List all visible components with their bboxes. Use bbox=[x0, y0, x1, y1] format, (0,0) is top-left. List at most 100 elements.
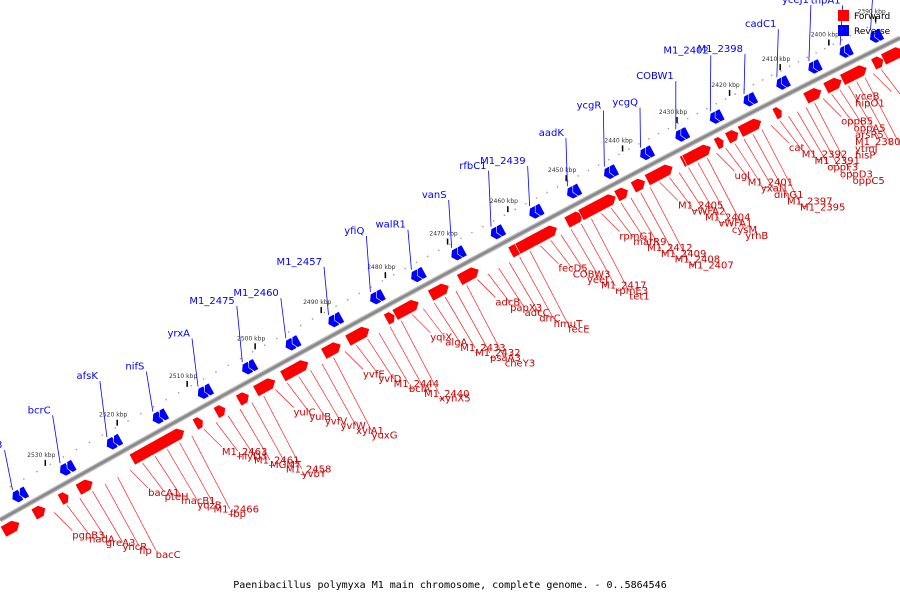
forward-gene-label: fecE bbox=[568, 324, 590, 335]
reverse-gene-arrow bbox=[66, 459, 78, 473]
gene-leader-lines bbox=[4, 0, 900, 551]
reverse-leader-line bbox=[323, 266, 329, 315]
forward-gene-label: yulC bbox=[294, 407, 316, 418]
track-dot bbox=[49, 463, 52, 466]
forward-leader-line bbox=[191, 435, 231, 509]
forward-gene-label: oppA5 bbox=[854, 123, 886, 134]
forward-gene-arrow bbox=[613, 186, 629, 203]
forward-gene-label: hlyD3 bbox=[238, 451, 267, 462]
forward-gene-label: M1_2404 bbox=[705, 213, 750, 224]
forward-leader-line bbox=[92, 490, 123, 543]
track-dot bbox=[239, 357, 242, 360]
track-dot bbox=[824, 47, 826, 50]
reverse-gene-arrow bbox=[204, 382, 215, 397]
reverse-gene-arrow bbox=[812, 58, 824, 73]
forward-gene-label: M1_2407 bbox=[688, 261, 733, 272]
track-dot bbox=[335, 305, 337, 307]
track-dot bbox=[165, 398, 167, 401]
tick-label: 2520 kbp bbox=[99, 412, 127, 419]
reverse-gene-arrow bbox=[19, 485, 30, 500]
legend-reverse-swatch bbox=[838, 25, 849, 36]
forward-leader-line bbox=[251, 402, 287, 465]
track-dot bbox=[546, 191, 548, 194]
reverse-gene-arrow bbox=[248, 358, 260, 372]
forward-leader-line bbox=[570, 229, 602, 281]
forward-gene-label: yxaI1 bbox=[761, 184, 788, 195]
track-dot bbox=[346, 298, 349, 301]
track-dot bbox=[535, 197, 538, 199]
forward-leader-line bbox=[752, 134, 788, 197]
reverse-leader-line bbox=[743, 53, 746, 95]
forward-leader-line bbox=[66, 505, 90, 535]
backbone-line bbox=[0, 36, 900, 522]
forward-gene-label: M1_2444 bbox=[394, 379, 439, 390]
forward-gene-label: fbp bbox=[230, 509, 246, 520]
forward-gene-arrow bbox=[712, 136, 725, 151]
forward-leader-line bbox=[669, 177, 692, 207]
reverse-gene-label: spr3 bbox=[0, 440, 3, 451]
track-dot bbox=[482, 225, 484, 228]
forward-leader-line bbox=[529, 251, 569, 325]
forward-gene-label: arsR5 bbox=[855, 130, 884, 141]
track-dot bbox=[227, 364, 230, 367]
track-dot bbox=[638, 143, 640, 145]
forward-leader-line bbox=[263, 395, 302, 470]
forward-gene-arrow bbox=[56, 491, 70, 506]
forward-gene-label: COBW3 bbox=[573, 269, 611, 280]
reverse-gene-arrow bbox=[534, 202, 546, 217]
reverse-gene-label: yceJ1 bbox=[782, 0, 809, 6]
reverse-leader-line bbox=[602, 110, 605, 167]
track-dot bbox=[797, 60, 800, 63]
forward-gene-label: yvfV bbox=[325, 417, 347, 428]
forward-leader-line bbox=[788, 115, 815, 157]
forward-gene-arrow bbox=[391, 299, 420, 321]
forward-gene-arrow bbox=[128, 427, 185, 466]
track-dot bbox=[392, 273, 395, 276]
track-dot bbox=[152, 405, 155, 408]
reverse-gene-label: bcrC bbox=[28, 405, 51, 416]
forward-leader-line bbox=[444, 296, 476, 349]
forward-leader-line bbox=[344, 351, 364, 370]
forward-gene-label: macB1 bbox=[181, 496, 216, 507]
legend-forward-swatch bbox=[838, 10, 849, 21]
forward-leader-line bbox=[298, 376, 326, 417]
forward-leader-line bbox=[620, 202, 648, 244]
reverse-leader-line bbox=[365, 235, 371, 292]
forward-gene-arrow bbox=[839, 64, 868, 86]
reverse-gene-arrow bbox=[609, 163, 620, 178]
reverse-gene-label: ycgR bbox=[577, 101, 602, 112]
reverse-gene-label: aadK bbox=[539, 128, 565, 139]
forward-leader-line bbox=[179, 442, 214, 505]
track-dot bbox=[36, 470, 38, 473]
forward-gene-label: bacC bbox=[156, 550, 181, 561]
reverse-leader-line bbox=[565, 138, 568, 187]
forward-leader-line bbox=[743, 138, 775, 191]
forward-leader-line bbox=[601, 213, 620, 232]
reverse-gene-arrow bbox=[113, 432, 125, 447]
track-dot bbox=[779, 69, 782, 72]
track-dot bbox=[492, 220, 495, 222]
forward-gene-label: pteH bbox=[165, 492, 189, 503]
reverse-leader-line bbox=[639, 107, 641, 148]
forward-gene-label: M1_2397 bbox=[787, 196, 832, 207]
forward-leader-line bbox=[872, 73, 892, 92]
track-dot bbox=[734, 93, 736, 95]
reverse-gene-label: walR1 bbox=[376, 220, 406, 231]
forward-leader-line bbox=[117, 476, 156, 551]
tick-label: 2420 kbp bbox=[711, 82, 739, 89]
reverse-gene-arrow bbox=[291, 334, 303, 348]
forward-leader-line bbox=[275, 389, 294, 408]
forward-gene-label: fecD5 bbox=[558, 264, 587, 275]
forward-gene-label: greA3 bbox=[106, 538, 136, 549]
forward-leader-line bbox=[129, 469, 149, 489]
track-dot bbox=[770, 74, 773, 77]
forward-gene-label: M1_2463 bbox=[222, 447, 267, 458]
forward-leader-line bbox=[580, 223, 616, 287]
track-dot bbox=[724, 98, 727, 100]
forward-leader-line bbox=[630, 197, 662, 249]
forward-gene-label: M1_2405 bbox=[678, 201, 723, 212]
tick-label: 2440 kbp bbox=[604, 137, 632, 144]
reverse-gene-arrow bbox=[106, 436, 119, 451]
track-dot bbox=[263, 344, 266, 346]
track-dot bbox=[607, 158, 610, 161]
